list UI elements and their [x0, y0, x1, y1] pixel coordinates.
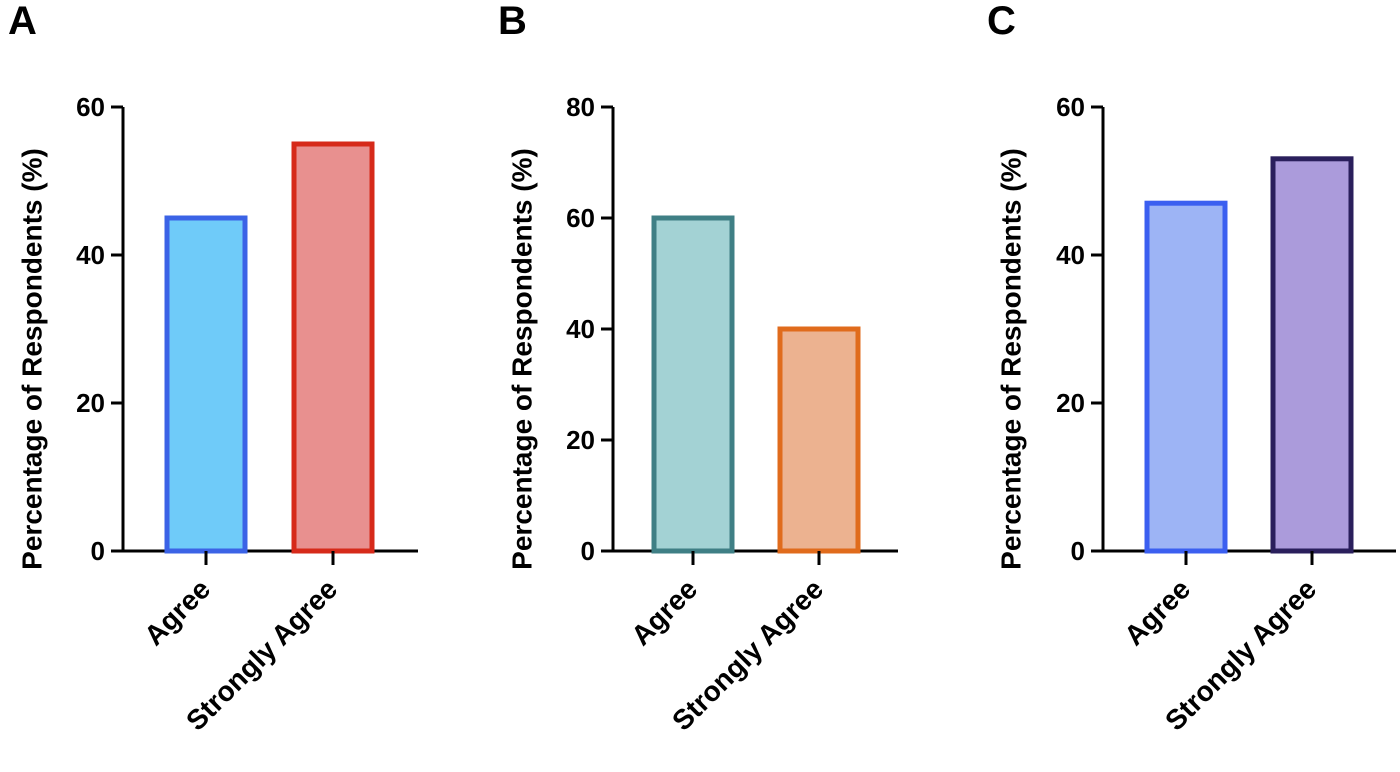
x-category-label: Agree	[138, 573, 216, 651]
bar-strongly-agree	[777, 326, 861, 554]
y-tick-label: 0	[91, 536, 105, 566]
bar-agree	[164, 215, 248, 554]
y-tick-label: 80	[566, 92, 595, 122]
panel-a: A Percentage of Respondents (%) 0 20 40 60 Agr…	[8, 0, 418, 736]
y-tick-label: 40	[1056, 240, 1085, 270]
panel-letter: A	[8, 0, 37, 43]
y-tick-label: 40	[566, 314, 595, 344]
y-axis-label: Percentage of Respondents (%)	[995, 148, 1026, 570]
bar-strongly-agree	[1270, 156, 1354, 554]
bar-strongly-agree	[291, 141, 375, 554]
panel-c: C Percentage of Respondents (%) 0 20 40 60 Agr…	[987, 0, 1396, 736]
panel-b: B Percentage of Respondents (%) 0 20 40 60 80 A…	[498, 0, 898, 736]
y-tick-label: 60	[566, 203, 595, 233]
y-tick-label: 60	[76, 92, 105, 122]
bar-agree	[1144, 200, 1228, 554]
x-category-label: Agree	[1118, 573, 1196, 651]
y-tick-label: 0	[1071, 536, 1085, 566]
panel-letter: B	[498, 0, 527, 43]
y-tick-label: 20	[566, 425, 595, 455]
y-tick-label: 60	[1056, 92, 1085, 122]
bar-agree	[651, 215, 735, 554]
y-tick-label: 40	[76, 240, 105, 270]
y-axis-label: Percentage of Respondents (%)	[16, 148, 47, 570]
panel-letter: C	[987, 0, 1016, 43]
y-tick-label: 20	[76, 388, 105, 418]
y-tick-label: 0	[581, 536, 595, 566]
y-tick-label: 20	[1056, 388, 1085, 418]
x-category-label: Agree	[625, 573, 703, 651]
y-axis-label: Percentage of Respondents (%)	[506, 148, 537, 570]
